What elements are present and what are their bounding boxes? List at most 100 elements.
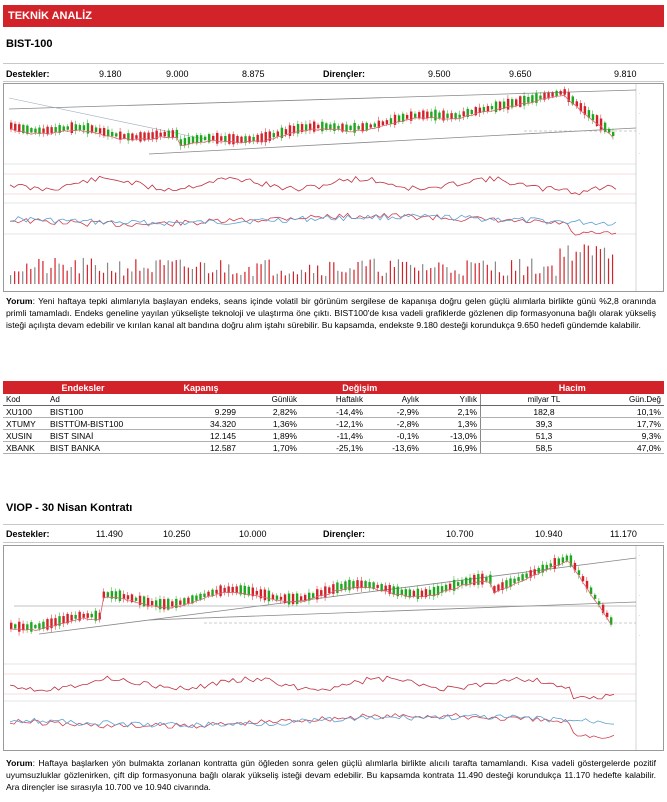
volume-bar — [325, 275, 327, 284]
cell-yearly: -13,0% — [422, 429, 481, 442]
candle-body — [34, 624, 37, 629]
support-3: 10.000 — [239, 529, 267, 539]
candle-body — [115, 133, 118, 137]
candle-body — [551, 92, 554, 97]
indices-table: Endeksler Kapanış Değişim Hacim Kod Ad G… — [3, 381, 664, 454]
candle-body — [436, 586, 440, 596]
candle-body — [244, 136, 247, 143]
volume-bar — [361, 260, 363, 284]
candle-body — [561, 557, 565, 563]
volume-bar — [551, 265, 553, 284]
volume-bar — [409, 264, 412, 284]
candle-body — [422, 110, 425, 120]
volume-bar — [34, 267, 36, 284]
candle-body — [219, 585, 222, 597]
candle-body — [567, 92, 570, 102]
resistance-2: 10.940 — [535, 529, 563, 539]
volume-bar — [300, 269, 303, 284]
candle-body — [348, 579, 351, 591]
candle-body — [131, 133, 134, 141]
bist-chart: - - - - — [3, 83, 664, 292]
candle-body — [82, 125, 86, 131]
cell-weekly: -25,1% — [300, 441, 366, 454]
volume-bar — [393, 267, 395, 284]
candle-body — [252, 137, 255, 142]
volume-bar — [244, 271, 246, 284]
cell-close: 12.145 — [163, 429, 239, 442]
col-name: Ad — [47, 394, 163, 406]
candle-body — [199, 593, 202, 600]
candle-body — [344, 581, 347, 591]
candle-body — [215, 589, 218, 594]
candle-body — [259, 589, 263, 599]
volume-bar — [252, 275, 254, 284]
volume-bar — [474, 263, 476, 284]
viop-levels-row: Destekler: 11.490 10.250 10.000 Dirençle… — [3, 528, 664, 542]
col-monthly: Aylık — [366, 394, 422, 406]
candle-body — [256, 134, 259, 143]
volume-bar — [349, 268, 351, 284]
candle-body — [26, 624, 29, 630]
candle-body — [158, 598, 162, 610]
bist-comment: Yorum: Yeni haftaya tepki alımlarıyla ba… — [6, 295, 656, 331]
candle-body — [581, 576, 585, 582]
candle-body — [110, 591, 114, 599]
candle-body — [175, 598, 178, 608]
candle-body — [328, 587, 331, 594]
candle-body — [601, 604, 605, 614]
volume-bar — [195, 266, 198, 284]
volume-bar — [422, 264, 424, 284]
candle-body — [62, 616, 65, 624]
candle-body — [167, 598, 170, 610]
volume-bar — [147, 268, 149, 284]
volume-bar — [74, 260, 76, 284]
volume-bar — [373, 258, 375, 284]
volume-bar — [519, 258, 521, 284]
candle-body — [329, 124, 332, 130]
candle-body — [228, 134, 231, 144]
candle-body — [373, 123, 377, 127]
resistance-1: 9.500 — [428, 69, 451, 79]
volume-bar — [10, 275, 12, 284]
candle-body — [420, 590, 424, 597]
candle-body — [138, 595, 142, 605]
resistance-2: 9.650 — [509, 69, 532, 79]
volume-bar — [14, 271, 16, 284]
volume-bar — [405, 261, 408, 284]
volume-bar — [18, 271, 20, 284]
candle-body — [452, 579, 456, 591]
volume-bar — [494, 261, 496, 284]
candle-body — [497, 584, 500, 592]
candle-body — [321, 121, 324, 132]
candle-body — [515, 99, 518, 106]
volume-bar — [256, 263, 258, 284]
cell-name: BIST SINAİ — [47, 429, 163, 442]
resistance-3: 11.170 — [610, 529, 637, 539]
candle-body — [111, 131, 114, 136]
volume-bar — [236, 273, 238, 284]
resistance-3: 9.810 — [614, 69, 637, 79]
candle-body — [541, 564, 544, 573]
candle-body — [587, 110, 591, 118]
candle-body — [611, 132, 615, 136]
candle-body — [418, 112, 421, 119]
candle-body — [400, 589, 404, 595]
candle-body — [412, 590, 416, 597]
candle-body — [597, 601, 601, 605]
candle-body — [405, 114, 409, 119]
cell-weekly: -14,4% — [300, 405, 366, 418]
volume-bar — [486, 264, 488, 284]
candle-body — [501, 582, 504, 591]
candle-body — [74, 124, 78, 131]
volume-bar — [292, 271, 294, 284]
candle-body — [142, 596, 146, 607]
volume-bar — [583, 244, 585, 284]
candle-body — [575, 101, 579, 107]
support-3: 8.875 — [242, 69, 265, 79]
candle-body — [595, 115, 599, 126]
candle-body — [432, 587, 436, 597]
cell-daily: 1,36% — [239, 417, 300, 430]
cell-name: BIST100 — [47, 405, 163, 418]
cell-monthly: -2,8% — [366, 417, 422, 430]
svg-text:-: - — [639, 593, 641, 597]
